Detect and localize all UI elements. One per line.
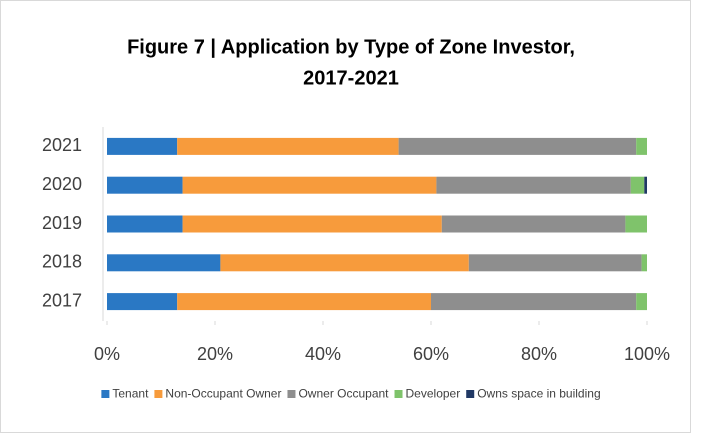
legend-label: Developer: [406, 387, 461, 401]
bar-segment: [107, 176, 183, 194]
legend-label: Owns space in building: [477, 387, 600, 401]
bar-segment: [468, 254, 642, 272]
bar-segment: [182, 176, 437, 194]
x-tick-label: 60%: [413, 344, 449, 364]
y-tick-label: 2021: [42, 135, 82, 155]
x-tick-label: 20%: [197, 344, 233, 364]
chart-title: 2017-2021: [303, 67, 399, 89]
y-tick-label: 2019: [42, 213, 82, 233]
bar-segment: [636, 293, 647, 311]
legend-label: Tenant: [112, 387, 149, 401]
x-tick-label: 40%: [305, 344, 341, 364]
chart-title: Figure 7 | Application by Type of Zone I…: [127, 36, 575, 58]
y-tick-label: 2017: [42, 290, 82, 310]
bar-segment: [436, 176, 631, 194]
bar-segment: [107, 254, 221, 272]
y-tick-label: 2020: [42, 174, 82, 194]
bar-segment: [107, 137, 178, 155]
bar-segment: [431, 293, 637, 311]
bar-segment: [398, 137, 637, 155]
legend-swatch: [394, 390, 403, 398]
bar-segment: [641, 254, 647, 272]
x-tick-label: 0%: [94, 344, 120, 364]
legend-swatch: [101, 390, 110, 398]
bar-segment: [625, 215, 647, 233]
legend-swatch: [287, 390, 296, 398]
bar-segment: [441, 215, 626, 233]
bar-segment: [177, 137, 399, 155]
legend-label: Non-Occupant Owner: [165, 387, 281, 401]
bar-segment: [177, 293, 431, 311]
bar-segment: [630, 176, 645, 194]
bar-segment: [107, 293, 178, 311]
bar-segment: [644, 176, 647, 194]
bar-segment: [220, 254, 469, 272]
x-tick-label: 100%: [624, 344, 670, 364]
legend-swatch: [154, 390, 163, 398]
bar-segment: [636, 137, 647, 155]
bar-segment: [182, 215, 442, 233]
x-tick-label: 80%: [521, 344, 557, 364]
legend-label: Owner Occupant: [298, 387, 389, 401]
y-tick-label: 2018: [42, 252, 82, 272]
bar-segment: [107, 215, 183, 233]
legend-swatch: [466, 390, 475, 398]
